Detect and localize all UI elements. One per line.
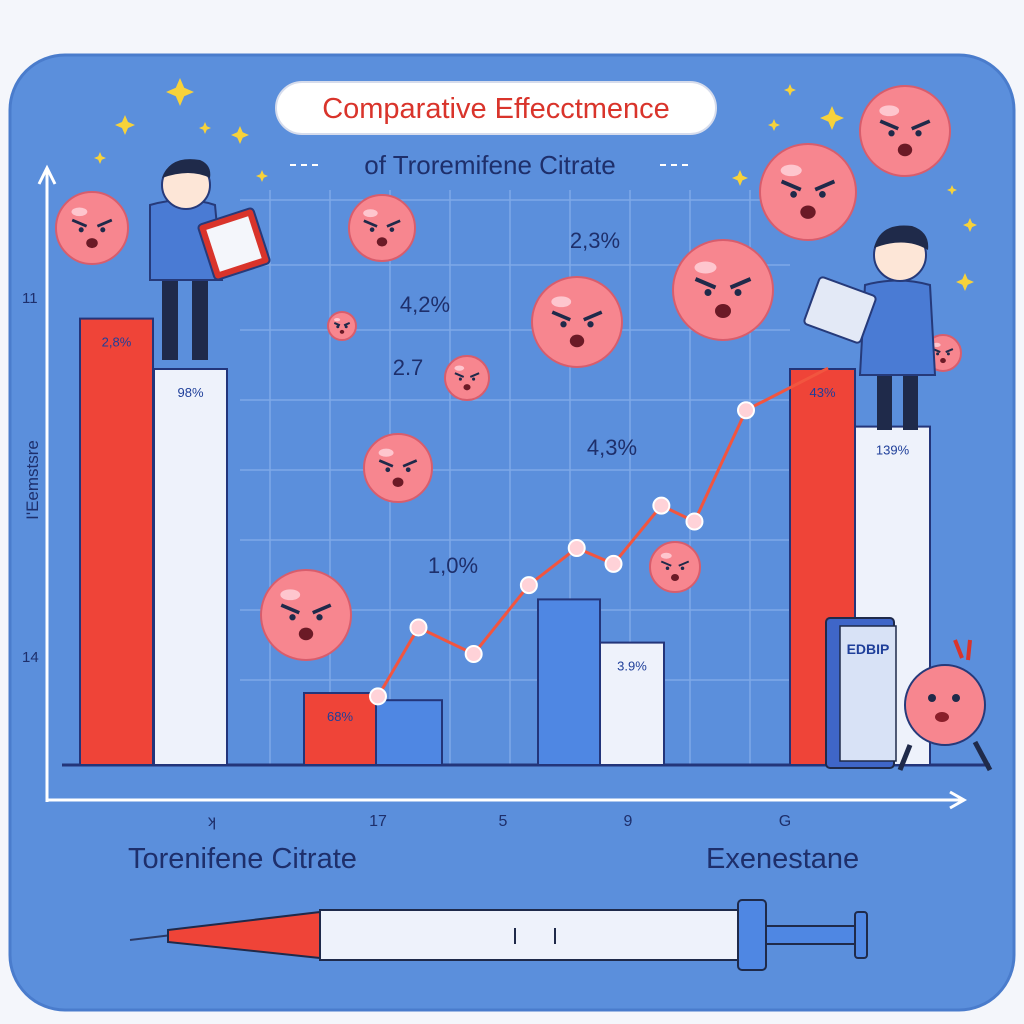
title-pill: Comparative Effecctmence — [275, 81, 717, 135]
y-axis-label: I'Eemstsre — [23, 440, 42, 520]
line-series — [369, 366, 829, 706]
bar-value-label: 139% — [876, 443, 910, 458]
sparkle-icon — [199, 122, 211, 134]
annotation-label: 2.7 — [393, 355, 424, 380]
bar — [599, 641, 665, 766]
annotations: 2,3% 4,2% 2.7 4,3% 1,0% — [393, 228, 637, 578]
bar-value-label: 2,8% — [102, 335, 132, 350]
line-point — [737, 401, 755, 420]
bar — [375, 699, 443, 767]
syringe-icon — [129, 899, 868, 971]
group-label-exenestane: Exenestane — [706, 843, 859, 875]
sparkle-icon — [956, 273, 974, 291]
sparkle-icon — [115, 115, 135, 135]
line-point — [652, 496, 671, 515]
bar-value-label: 68% — [327, 709, 353, 724]
line-point — [567, 539, 586, 557]
running-face-icon — [897, 639, 993, 772]
angry-face-icon — [859, 85, 951, 177]
scientist-left-icon — [149, 159, 271, 360]
line-point — [685, 512, 704, 531]
bar — [537, 598, 601, 767]
angry-face-icon — [348, 194, 416, 262]
x-tick-label: G — [779, 813, 791, 830]
y-tick-label: 14 — [22, 649, 39, 666]
line-point — [369, 687, 387, 706]
annotation-label: 1,0% — [428, 553, 478, 578]
sparkle-icon — [231, 126, 249, 144]
sparkle-icon — [94, 152, 106, 164]
bar — [153, 368, 228, 766]
angry-face-icon — [327, 311, 357, 341]
x-tick-label: 17 — [369, 813, 387, 830]
sparkle-icon — [963, 218, 977, 232]
sparkle-icon — [820, 106, 844, 130]
angry-face-icon — [55, 191, 129, 265]
y-axis-arrow — [37, 164, 57, 185]
line-point — [519, 576, 538, 595]
line-point — [604, 554, 623, 573]
line-point — [464, 645, 483, 663]
chart-title-line1: Comparative Effecctmence — [322, 93, 670, 125]
x-axis-arrow — [949, 790, 968, 810]
sparkle-icon — [166, 78, 194, 106]
x-tick-label: 9 — [624, 813, 633, 830]
sparkle-icon — [784, 84, 796, 96]
scientist-right-icon — [803, 225, 937, 430]
sparkle-icon — [732, 170, 748, 186]
sparkle-icon — [768, 119, 780, 131]
y-tick-label: 11 — [22, 290, 38, 307]
chart-title-line2: of Troremifene Citrate — [364, 150, 615, 180]
bar — [79, 317, 154, 766]
angry-face-icon — [531, 276, 623, 368]
group-label-torenifene: Torenifene Citrate — [128, 843, 357, 875]
sparkle-icon — [947, 185, 957, 195]
bar-value-label: 98% — [177, 385, 203, 400]
sparkles — [94, 78, 977, 291]
annotation-label: 4,3% — [587, 435, 637, 460]
bars: 2,8% 98% 68% 3.9% 43% 139% — [79, 317, 931, 767]
bar-value-label: 3.9% — [617, 659, 647, 674]
angry-face-icon — [363, 433, 433, 503]
x-tick-label: ʞ — [208, 813, 216, 830]
x-ticks: ʞ 17 5 9 G — [208, 813, 791, 830]
x-tick-label: 5 — [499, 813, 508, 830]
axes — [37, 164, 968, 810]
angry-face-icon — [260, 569, 352, 661]
annotation-label: 2,3% — [570, 228, 620, 253]
faces — [55, 85, 962, 661]
angry-face-icon — [759, 143, 857, 241]
line-extension — [745, 366, 829, 412]
line-point — [409, 618, 428, 637]
bar-value-label: 43% — [809, 385, 835, 400]
book-label: EDBIP — [847, 641, 890, 657]
bar — [303, 692, 377, 766]
angry-face-icon — [649, 541, 701, 593]
angry-face-icon — [444, 355, 490, 401]
book-icon: EDBIP — [825, 617, 897, 769]
annotation-label: 4,2% — [400, 292, 450, 317]
sparkle-icon — [256, 170, 268, 182]
angry-face-icon — [672, 239, 774, 341]
